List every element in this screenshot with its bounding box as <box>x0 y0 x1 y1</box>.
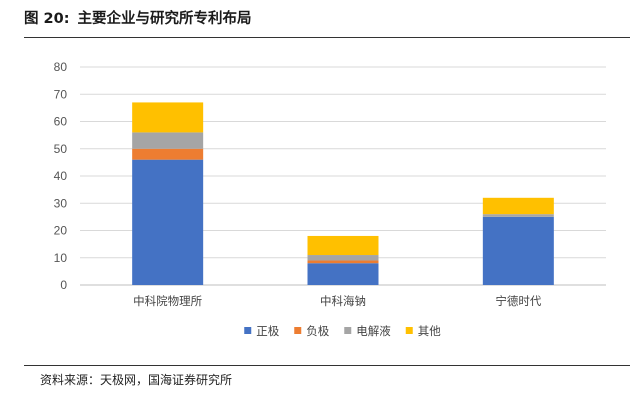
legend-label: 电解液 <box>356 324 391 338</box>
legend: 正极 负极 电解液 其他 <box>244 324 441 338</box>
legend-label: 其他 <box>418 324 441 338</box>
legend-swatch <box>244 327 252 334</box>
bar-segment <box>482 216 554 285</box>
legend-label: 正极 <box>256 324 279 338</box>
bar-segment <box>132 132 204 149</box>
legend-label: 负极 <box>306 324 329 338</box>
y-tick-label: 0 <box>60 278 67 292</box>
y-tick-label: 20 <box>54 224 68 238</box>
bar-segment <box>307 255 379 261</box>
y-tick-label: 70 <box>54 87 68 101</box>
x-category-label: 宁德时代 <box>495 294 541 308</box>
x-category-label: 中科院物理所 <box>133 294 202 308</box>
source-rule <box>24 365 630 366</box>
bar-segment <box>482 214 554 217</box>
legend-swatch <box>294 327 302 334</box>
figure-title: 图 20: 主要企业与研究所专利布局 <box>24 6 252 32</box>
stacked-bar-chart: 0 10 20 30 40 50 60 70 80 中科院物理所 中科海钠 宁德时代 正极 负极 电解液… <box>54 60 606 338</box>
title-rule <box>24 37 630 38</box>
bar-segment <box>307 260 379 264</box>
bar-segment <box>132 159 204 285</box>
legend-swatch <box>344 327 352 334</box>
figure-number: 图 20: <box>24 11 70 27</box>
bar-segment <box>132 102 204 133</box>
bar-segment <box>307 263 379 285</box>
y-axis-ticks: 0 10 20 30 40 50 60 70 80 <box>54 60 68 292</box>
y-tick-label: 80 <box>54 60 68 74</box>
y-tick-label: 60 <box>54 115 68 129</box>
x-category-label: 中科海钠 <box>320 294 366 308</box>
y-tick-label: 10 <box>54 251 68 265</box>
bar-segment <box>132 148 204 160</box>
legend-swatch <box>405 327 413 334</box>
bar-segment <box>482 197 554 215</box>
y-tick-label: 50 <box>54 142 68 156</box>
source-note: 资料来源：天极网，国海证券研究所 <box>40 373 233 387</box>
y-tick-label: 40 <box>54 169 68 183</box>
bars <box>132 102 554 285</box>
bar-segment <box>307 235 379 256</box>
figure-title-text: 主要企业与研究所专利布局 <box>77 11 252 27</box>
x-axis-labels: 中科院物理所 中科海钠 宁德时代 <box>133 294 542 308</box>
y-tick-label: 30 <box>54 196 68 210</box>
